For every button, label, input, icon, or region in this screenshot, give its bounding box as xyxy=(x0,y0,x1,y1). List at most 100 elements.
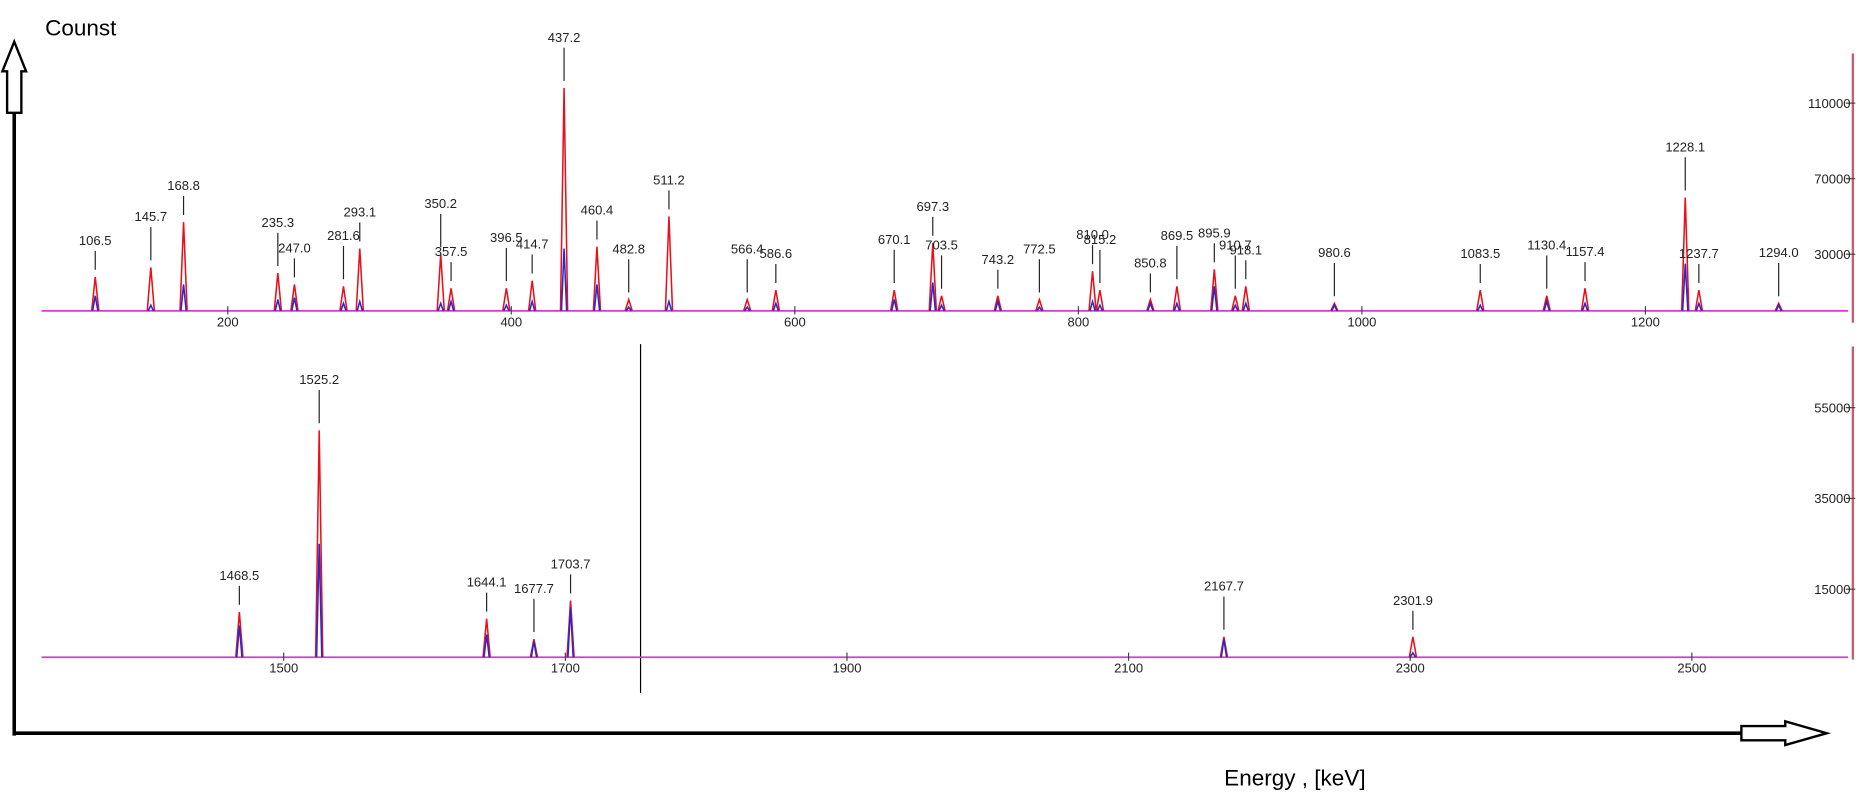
peak xyxy=(527,280,537,311)
peak xyxy=(146,267,156,311)
peak-label: 145.7 xyxy=(135,209,168,224)
peak xyxy=(890,299,898,312)
x-tick-label: 2500 xyxy=(1677,661,1706,676)
x-tick-label: 2100 xyxy=(1114,661,1143,676)
peak-label: 396.5 xyxy=(490,230,523,245)
peak xyxy=(1147,300,1154,312)
peak xyxy=(355,248,365,311)
peak xyxy=(147,303,155,312)
peak xyxy=(593,284,601,311)
peak xyxy=(1173,300,1181,312)
x-tick-label: 1900 xyxy=(832,661,861,676)
peak-label: 1130.4 xyxy=(1527,238,1566,253)
peak xyxy=(1680,197,1690,311)
x-tick-label: 1000 xyxy=(1347,314,1376,329)
x-tick-label: 1200 xyxy=(1631,314,1660,329)
peak xyxy=(772,300,780,312)
peak-label: 1294.0 xyxy=(1759,245,1799,260)
peak-label: 743.2 xyxy=(982,252,1015,267)
peak-label: 586.6 xyxy=(760,246,793,261)
peak-label: 106.5 xyxy=(79,233,112,248)
peak xyxy=(1095,289,1105,312)
peak-label: 1157.4 xyxy=(1566,244,1605,259)
peak-label: 772.5 xyxy=(1023,241,1056,256)
peak xyxy=(994,298,1002,312)
peak xyxy=(559,88,569,311)
peak xyxy=(1694,289,1704,312)
peak xyxy=(1330,301,1339,312)
peak-label: 511.2 xyxy=(653,172,685,187)
peak-label: 1083.5 xyxy=(1460,246,1500,261)
x-axis-label: Energy , [keV] xyxy=(1224,765,1365,790)
peak xyxy=(273,273,283,311)
peak-label: 2167.7 xyxy=(1204,579,1244,594)
peak xyxy=(528,298,536,312)
y-tick-label: 15000 xyxy=(1814,582,1850,597)
peak-label: 293.1 xyxy=(343,205,376,220)
peak xyxy=(274,299,282,312)
peak-label: 670.1 xyxy=(878,232,911,247)
main-axes xyxy=(0,38,1832,747)
peak xyxy=(1695,300,1703,312)
peak-label: 697.3 xyxy=(916,199,949,214)
peak xyxy=(1543,298,1551,312)
peak xyxy=(179,222,188,311)
y-tick-label: 70000 xyxy=(1814,171,1850,186)
x-tick-label: 200 xyxy=(217,314,239,329)
peak xyxy=(1681,263,1689,311)
peak xyxy=(592,246,602,311)
peak-label: 815.2 xyxy=(1084,232,1117,247)
peak xyxy=(1476,303,1484,312)
peak xyxy=(235,611,244,658)
peak-label: 566.4 xyxy=(731,241,764,256)
peak xyxy=(1774,301,1783,312)
peak-label: 810.0 xyxy=(1076,227,1109,242)
peak xyxy=(340,300,347,312)
peak xyxy=(1036,305,1043,312)
peak-label: 414.7 xyxy=(516,237,549,252)
y-tick-label: 35000 xyxy=(1814,491,1850,506)
peak xyxy=(1172,286,1182,312)
peak xyxy=(502,288,511,312)
x-tick-label: 400 xyxy=(500,314,522,329)
peak-label: 1644.1 xyxy=(467,575,507,590)
peak xyxy=(1581,300,1589,312)
peak xyxy=(560,248,568,311)
peak xyxy=(1580,288,1590,312)
peak-label: 1468.5 xyxy=(219,568,259,583)
peak-label: 235.3 xyxy=(262,215,295,230)
peak xyxy=(937,295,946,312)
peak xyxy=(1331,303,1338,312)
x-tick-label: 2300 xyxy=(1396,661,1425,676)
peak xyxy=(314,430,324,658)
peak xyxy=(437,300,445,312)
peak xyxy=(91,295,99,312)
peak xyxy=(929,282,937,311)
peak xyxy=(993,295,1003,312)
peak xyxy=(1408,636,1418,658)
peak xyxy=(180,284,187,311)
peak xyxy=(1231,303,1239,312)
peak xyxy=(665,298,673,312)
peak-label: 437.2 xyxy=(548,30,581,45)
y-tick-label: 110000 xyxy=(1808,96,1851,111)
peak xyxy=(938,303,945,312)
peak xyxy=(483,634,491,658)
peak xyxy=(624,296,633,312)
peak-label: 1703.7 xyxy=(551,557,591,572)
peak xyxy=(1542,295,1552,312)
peak xyxy=(771,289,781,312)
peak xyxy=(1096,303,1104,312)
peak xyxy=(530,641,538,658)
peak xyxy=(1409,651,1417,658)
peak xyxy=(1775,303,1782,312)
peak-label: 350.2 xyxy=(424,196,457,211)
peak xyxy=(1230,295,1240,312)
peak-label: 895.9 xyxy=(1198,225,1231,240)
peak xyxy=(1241,286,1251,312)
peak xyxy=(1220,639,1228,658)
peak-label: 1677.7 xyxy=(514,581,554,596)
peak-label: 281.6 xyxy=(327,228,360,243)
peak xyxy=(889,289,899,312)
